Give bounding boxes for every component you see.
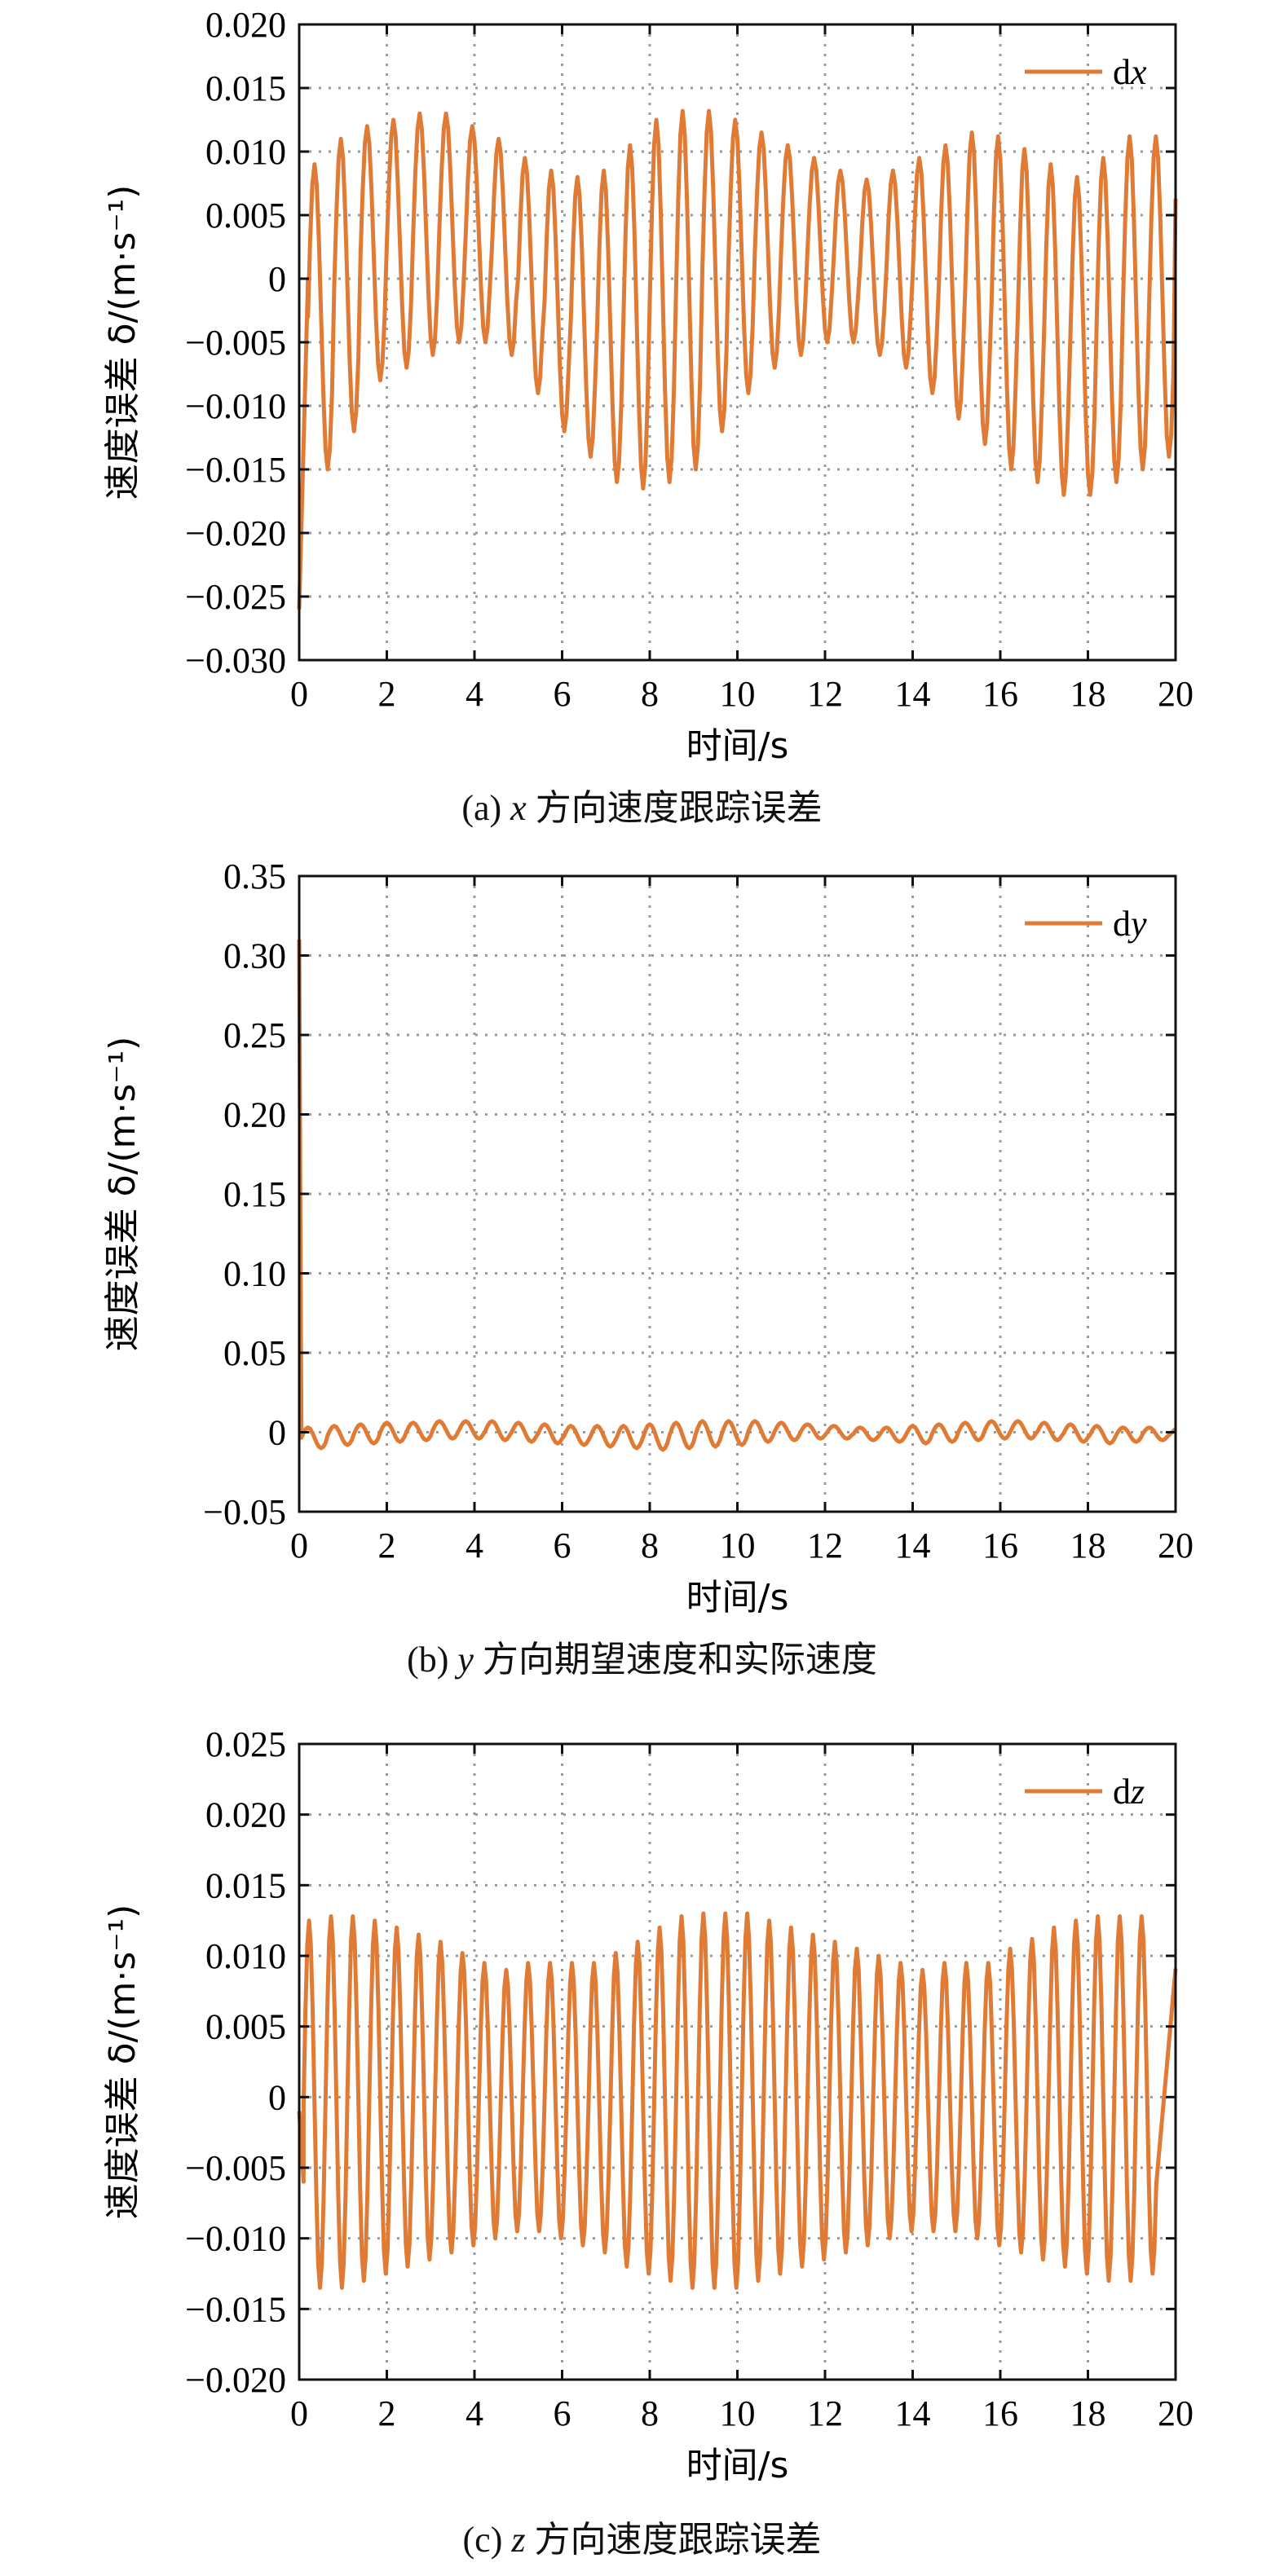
x-tick-label: 8: [641, 1526, 659, 1565]
grid: [299, 24, 1176, 660]
legend-label: dz: [1113, 1772, 1145, 1812]
y-tick-label: 0.20: [223, 1095, 286, 1135]
x-axis-label: 时间/s: [686, 2445, 789, 2486]
caption-b-prefix: (b): [407, 1640, 449, 1680]
x-tick-label: 16: [982, 1526, 1018, 1565]
x-tick-label: 4: [466, 2393, 483, 2433]
caption-a-text: 方向速度跟踪误差: [535, 787, 823, 829]
x-tick-label: 4: [466, 1526, 483, 1565]
series-line-dz: [297, 1911, 1178, 2290]
caption-a-prefix: (a): [461, 788, 502, 828]
y-tick-label: 0.005: [205, 2007, 286, 2047]
caption-b-var: y: [457, 1640, 474, 1680]
y-tick-label: −0.005: [185, 323, 286, 363]
y-tick-label: −0.025: [185, 577, 286, 617]
legend-label: dy: [1113, 904, 1147, 944]
y-tick-label: −0.020: [185, 513, 286, 553]
x-axis-label: 时间/s: [686, 725, 789, 767]
y-tick-label: 0.005: [205, 196, 286, 236]
legend-label: dx: [1113, 52, 1147, 92]
y-axis-label: 速度误差 δ/(m·s⁻¹): [102, 1904, 143, 2220]
y-tick-label: 0.05: [223, 1333, 286, 1373]
y-tick-label: −0.05: [203, 1492, 286, 1532]
y-tick-label: 0.10: [223, 1254, 286, 1294]
x-tick-label: 0: [290, 674, 308, 714]
chart-panel-c: dz 0 2 4 6 8 10 12 14 16 18 20 0.025 0.020 0.015 0.010 0…: [0, 1703, 1284, 2518]
x-tick-label: 14: [895, 1526, 931, 1565]
x-tick-label: 18: [1070, 1526, 1106, 1565]
y-axis-label: 速度误差 δ/(m·s⁻¹): [102, 185, 143, 500]
y-tick-label: −0.015: [185, 2289, 286, 2329]
y-tick-label: −0.020: [185, 2360, 286, 2400]
series-line-dx: [297, 108, 1178, 610]
y-tick-label: 0.015: [205, 1865, 286, 1905]
x-tick-label: 0: [290, 1526, 308, 1565]
x-tick-label: 12: [807, 1526, 843, 1565]
caption-a-var: x: [510, 788, 527, 828]
x-tick-label: 20: [1158, 674, 1194, 714]
caption-c-prefix: (c): [462, 2520, 503, 2560]
x-tick-label: 16: [982, 2393, 1018, 2433]
y-tick-label: 0.020: [205, 1795, 286, 1835]
y-tick-label: −0.010: [185, 2219, 286, 2259]
x-tick-label: 6: [554, 674, 571, 714]
y-tick-label: −0.010: [185, 386, 286, 426]
caption-c-var: z: [511, 2520, 526, 2560]
y-tick-label: −0.030: [185, 641, 286, 680]
y-tick-label: 0: [268, 1413, 286, 1453]
chart-panel-b: dy 0 2 4 6 8 10 12 14 16 18 20 0.35 0.30 0.25 0.20 0.15 0…: [0, 848, 1284, 1662]
x-tick-label: 8: [641, 674, 659, 714]
y-tick-label: 0.25: [223, 1015, 286, 1055]
chart-panel-a: dx 0 2 4 6 8 10 12 14 16 18 20 0.020 0.015 0.010 0.005 0…: [0, 0, 1284, 815]
x-tick-label: 10: [720, 674, 756, 714]
y-tick-label: 0.015: [205, 68, 286, 108]
y-tick-label: 0: [268, 2077, 286, 2117]
y-tick-label: 0.020: [205, 5, 286, 45]
velocity-error-x-chart: dx 0 2 4 6 8 10 12 14 16 18 20 0.020 0.015 0.010 0.005 0…: [102, 5, 1194, 767]
x-tick-label: 18: [1070, 674, 1106, 714]
x-tick-label: 20: [1158, 2393, 1194, 2433]
y-tick-label: 0: [268, 259, 286, 299]
x-tick-label: 8: [641, 2393, 659, 2433]
x-tick-label: 6: [554, 1526, 571, 1565]
y-axis-label: 速度误差 δ/(m·s⁻¹): [102, 1037, 143, 1352]
y-tick-label: 0.025: [205, 1724, 286, 1764]
y-tick-label: 0.30: [223, 936, 286, 976]
x-tick-label: 14: [895, 2393, 931, 2433]
x-tick-label: 10: [720, 2393, 756, 2433]
caption-b-text: 方向期望速度和实际速度: [482, 1639, 877, 1680]
x-tick-label: 20: [1158, 1526, 1194, 1565]
series-line-dy: [297, 939, 1177, 1452]
y-tick-label: 0.35: [223, 856, 286, 896]
caption-c: (c) z 方向速度跟踪误差: [0, 2510, 1284, 2562]
y-tick-label: −0.015: [185, 450, 286, 490]
x-tick-label: 12: [807, 2393, 843, 2433]
y-tick-label: 0.15: [223, 1174, 286, 1214]
grid: [299, 876, 1176, 1512]
x-tick-label: 12: [807, 674, 843, 714]
x-tick-label: 16: [982, 674, 1018, 714]
x-axis-label: 时间/s: [686, 1577, 789, 1618]
velocity-error-y-chart: dy 0 2 4 6 8 10 12 14 16 18 20 0.35 0.30 0.25 0.20 0.15 0…: [102, 856, 1194, 1618]
x-tick-label: 2: [378, 2393, 396, 2433]
y-tick-label: −0.005: [185, 2148, 286, 2188]
caption-b: (b) y 方向期望速度和实际速度: [0, 1630, 1284, 1682]
y-tick-label: 0.010: [205, 1936, 286, 1976]
x-tick-label: 10: [720, 1526, 756, 1565]
x-tick-label: 4: [466, 674, 483, 714]
x-tick-label: 2: [378, 674, 396, 714]
x-tick-label: 14: [895, 674, 931, 714]
velocity-error-z-chart: dz 0 2 4 6 8 10 12 14 16 18 20 0.025 0.020 0.015 0.010 0…: [102, 1724, 1194, 2486]
x-tick-label: 0: [290, 2393, 308, 2433]
y-tick-label: 0.010: [205, 132, 286, 172]
x-tick-label: 2: [378, 1526, 396, 1565]
caption-a: (a) x 方向速度跟踪误差: [0, 778, 1284, 830]
caption-c-text: 方向速度跟踪误差: [534, 2519, 822, 2561]
x-tick-label: 6: [554, 2393, 571, 2433]
x-tick-label: 18: [1070, 2393, 1106, 2433]
